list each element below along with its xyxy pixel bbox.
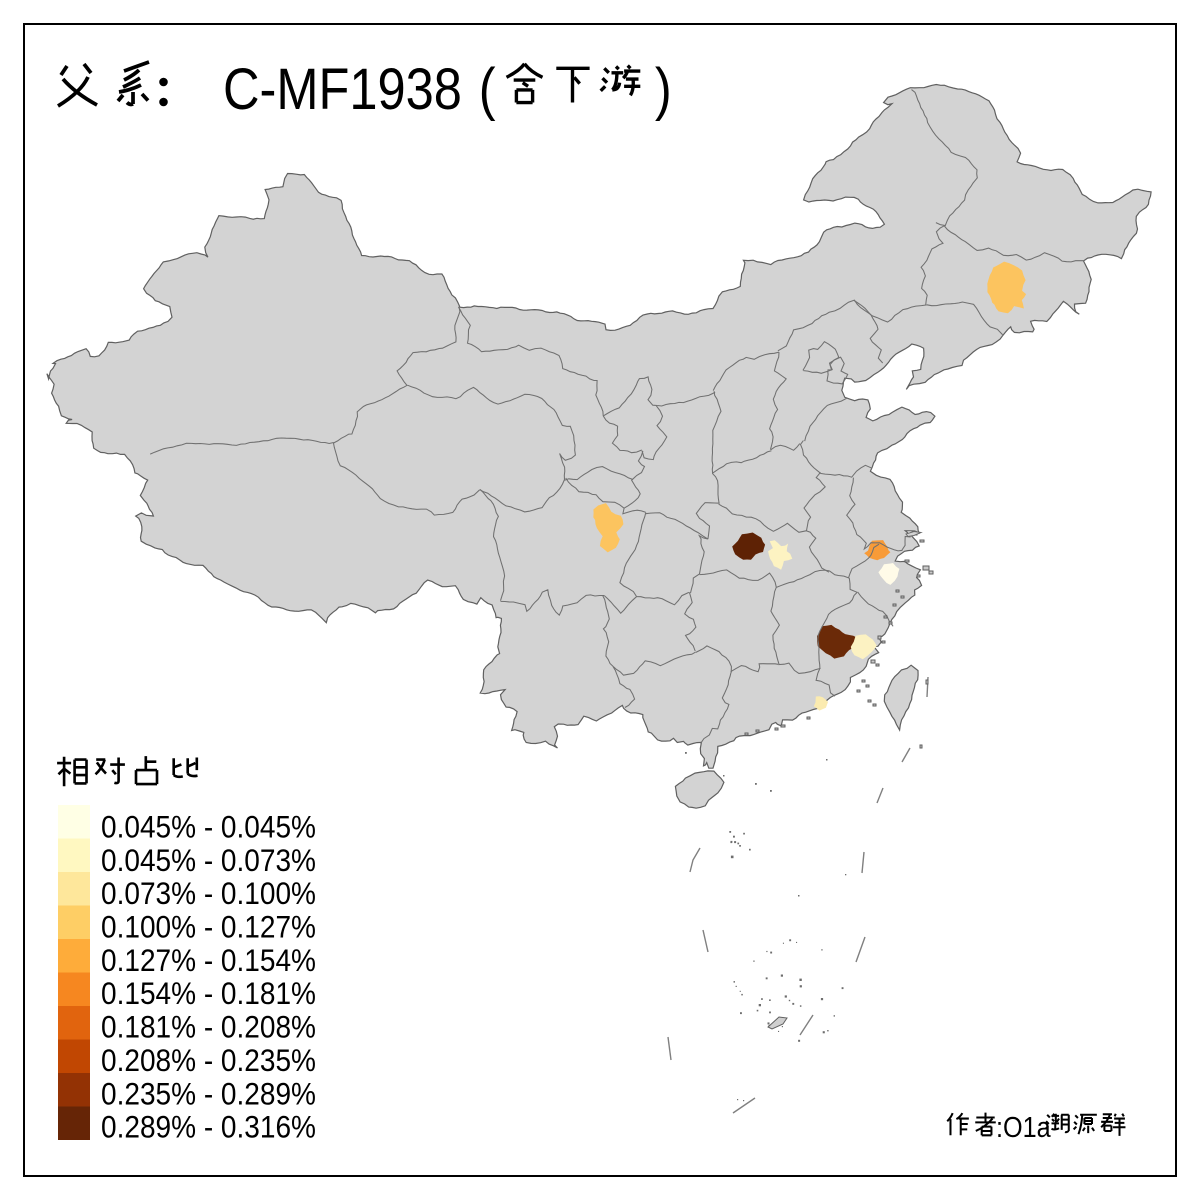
svg-text:0.045% - 0.073%: 0.045% - 0.073% xyxy=(101,843,316,878)
svg-text:0.045% - 0.045%: 0.045% - 0.045% xyxy=(101,810,316,845)
svg-text:0.235% - 0.289%: 0.235% - 0.289% xyxy=(101,1077,316,1112)
svg-text:0.127% - 0.154%: 0.127% - 0.154% xyxy=(101,943,316,978)
svg-text:0.073% - 0.100%: 0.073% - 0.100% xyxy=(101,877,316,912)
svg-text::O1a: :O1a xyxy=(996,1110,1052,1143)
svg-text:C-MF1938: C-MF1938 xyxy=(223,57,462,122)
svg-text:0.181% - 0.208%: 0.181% - 0.208% xyxy=(101,1010,316,1045)
svg-text:(: ( xyxy=(479,57,496,122)
svg-text:0.154% - 0.181%: 0.154% - 0.181% xyxy=(101,977,316,1012)
svg-text:0.100% - 0.127%: 0.100% - 0.127% xyxy=(101,910,316,945)
svg-text:): ) xyxy=(655,57,672,122)
svg-text:0.208% - 0.235%: 0.208% - 0.235% xyxy=(101,1044,316,1079)
svg-text:0.289% - 0.316%: 0.289% - 0.316% xyxy=(101,1110,316,1145)
